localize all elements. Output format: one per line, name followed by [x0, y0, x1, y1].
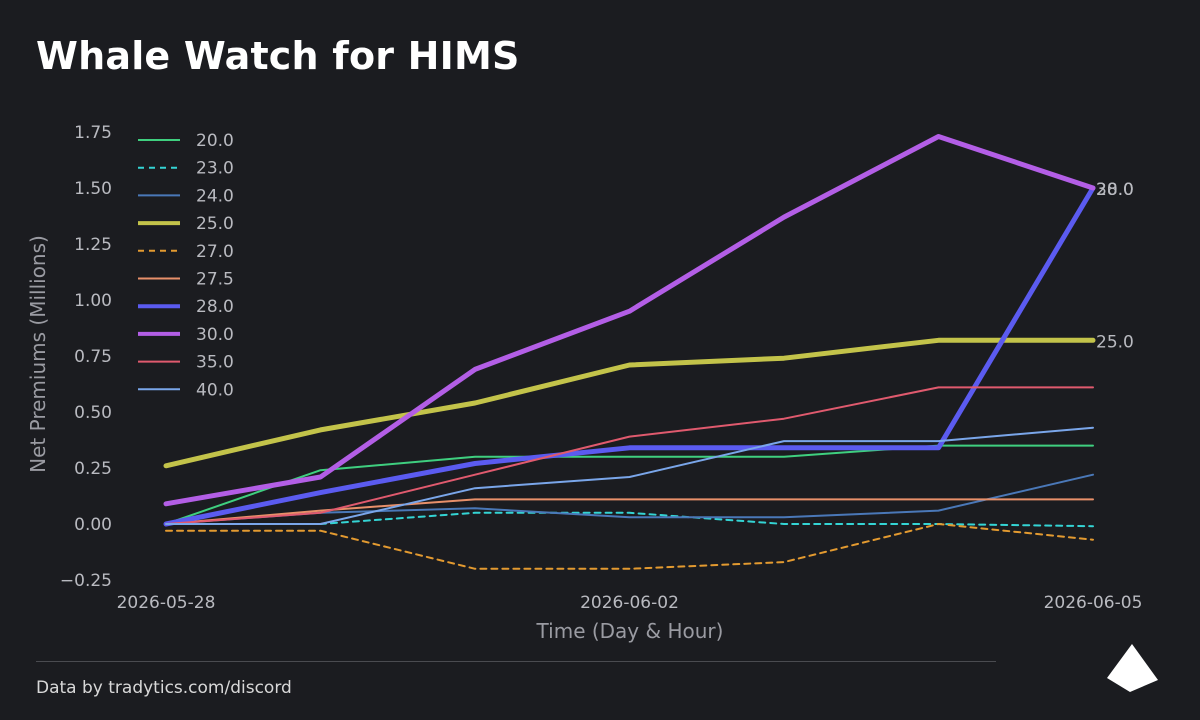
series-line-27-5 [165, 498, 1094, 525]
series-line-35-0 [165, 386, 1094, 525]
footer-credit: Data by tradytics.com/discord [36, 678, 292, 698]
series-line-28-0 [163, 185, 1096, 527]
legend-label: 20.0 [196, 131, 234, 151]
series-line-27-0 [165, 523, 1094, 570]
y-tick-label: 1.00 [74, 291, 112, 311]
legend-label: 40.0 [196, 380, 234, 400]
legend-label: 23.0 [196, 159, 234, 179]
chart-title: Whale Watch for HIMS [36, 34, 520, 78]
chart-end-labels: 30.028.0 25.0 [1096, 180, 1134, 352]
x-tick-label: 2026-05-28 [117, 593, 216, 613]
chart-series-lines [163, 134, 1096, 570]
y-tick-label: 1.25 [74, 235, 112, 255]
legend-label: 28.0 [196, 297, 234, 317]
chart-legend: 20.0 23.0 24.0 25.0 27.0 27.5 28.0 30.0 35.0 40.0 [138, 131, 234, 400]
end-label: 30.0 [1096, 180, 1134, 200]
y-tick-label: 0.75 [74, 347, 112, 367]
end-label: 28.0 [1096, 180, 1134, 200]
legend-label: 27.0 [196, 242, 234, 262]
footer-divider [36, 661, 996, 662]
y-tick-label: 1.50 [74, 179, 112, 199]
y-tick-label: 0.50 [74, 403, 112, 423]
legend-label: 35.0 [196, 353, 234, 373]
legend-label: 24.0 [196, 186, 234, 206]
x-tick-label: 2026-06-05 [1044, 593, 1143, 613]
legend-label: 27.5 [196, 270, 234, 290]
legend-label: 25.0 [196, 214, 234, 234]
end-label: 25.0 [1096, 332, 1134, 352]
series-line-40-0 [165, 426, 1094, 525]
tradytics-logo-icon [1107, 644, 1158, 692]
y-tick-label: 0.00 [74, 515, 112, 535]
y-tick-label: 0.25 [74, 459, 112, 479]
x-tick-label: 2026-06-02 [580, 593, 679, 613]
y-tick-label: −0.25 [60, 571, 112, 591]
x-axis-label: Time (Day & Hour) [536, 619, 724, 643]
y-axis-label: Net Premiums (Millions) [26, 235, 50, 473]
chart-axes: −0.25 0.00 0.25 0.50 0.75 1.00 1.25 1.50 1.75 202… [26, 123, 1142, 643]
y-tick-label: 1.75 [74, 123, 112, 143]
series-line-25-0 [163, 337, 1096, 469]
legend-label: 30.0 [196, 325, 234, 345]
series-line-30-0 [163, 134, 1096, 507]
